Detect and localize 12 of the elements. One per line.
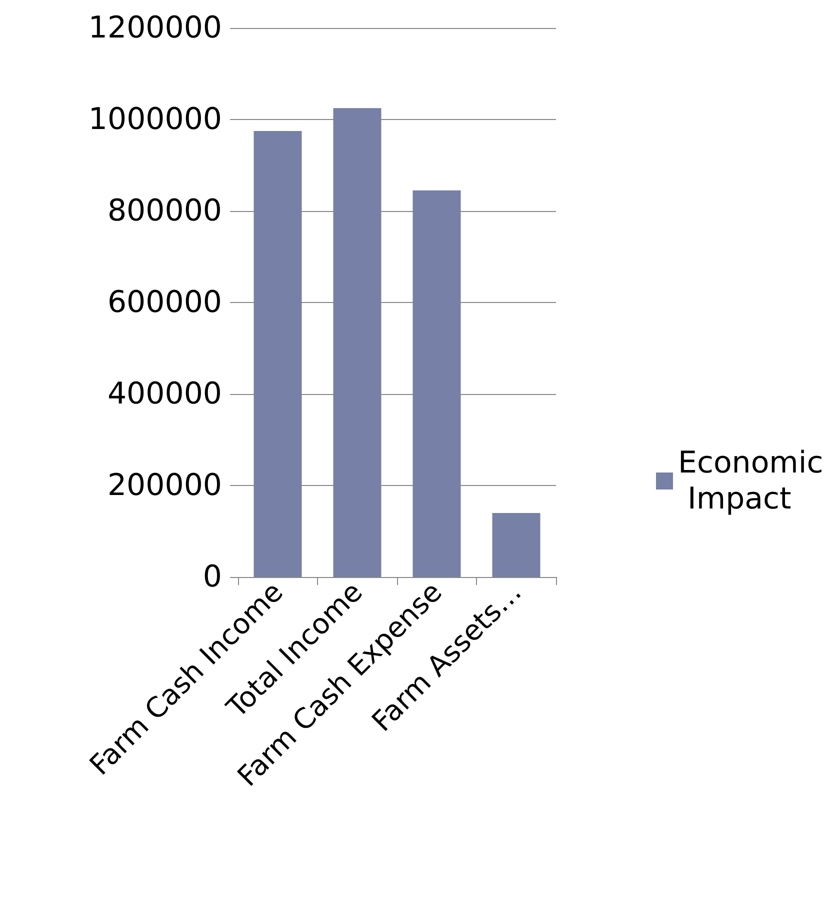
- y-tick-label: 400000: [107, 376, 222, 412]
- bar: [412, 190, 461, 577]
- y-tick-label: 600000: [107, 285, 222, 320]
- y-tick-label: 1000000: [88, 102, 222, 137]
- bar: [492, 512, 540, 577]
- bar: [254, 130, 302, 577]
- y-tick-label: 1200000: [88, 10, 222, 46]
- y-tick-label: 200000: [107, 468, 222, 503]
- legend-label: Economic Impact: [678, 446, 824, 516]
- bar: [333, 108, 382, 577]
- y-tick-label: 0: [202, 560, 222, 594]
- y-tick-label: 800000: [107, 194, 222, 228]
